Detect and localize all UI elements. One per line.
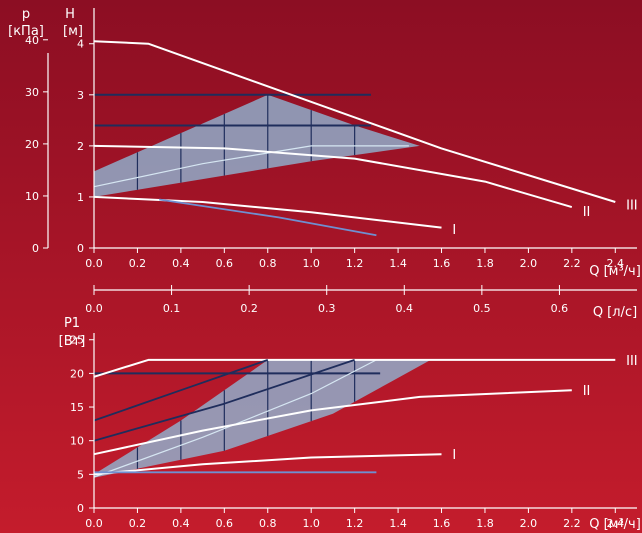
series-line-aux-5	[93, 359, 355, 442]
series-label-I: I	[452, 448, 456, 463]
p-symbol-label: p	[22, 7, 30, 22]
x-tick-label: 0.0	[85, 257, 103, 270]
h-symbol-label: H	[65, 7, 75, 22]
y2-tick-label: 10	[25, 190, 39, 203]
p1-unit-label: [Вт]	[59, 334, 86, 349]
p-unit-label: [кПа]	[8, 24, 44, 39]
q-m3h-bottom-axis-label: Q [м³/ч]	[589, 517, 641, 532]
series-label-II: II	[583, 384, 591, 399]
h-unit-label: [м]	[63, 24, 83, 39]
x-tick-label: 1.6	[433, 517, 451, 530]
y-tick-label: 25	[70, 334, 84, 347]
x-tick-label: 0.2	[129, 517, 147, 530]
ls-tick-label: 0.6	[551, 302, 569, 315]
x-tick-label: 1.4	[389, 257, 407, 270]
x-tick-label: 0.4	[172, 257, 190, 270]
y2-tick-label: 0	[32, 242, 39, 255]
series-line-II	[93, 389, 572, 456]
y-tick-label: 2	[77, 140, 84, 153]
x-tick-label: 0.6	[216, 257, 234, 270]
series-line-I	[93, 453, 442, 476]
series-label-III: III	[626, 354, 638, 369]
x-tick-label: 2.0	[520, 517, 538, 530]
y2-tick-label: 30	[25, 86, 39, 99]
x-tick-label: 1.2	[346, 257, 364, 270]
x-tick-label: 1.8	[476, 257, 494, 270]
ls-tick-label: 0.5	[473, 302, 491, 315]
y-tick-label: 0	[77, 502, 84, 515]
series-line-II	[93, 144, 573, 209]
y-tick-label: 3	[77, 89, 84, 102]
x-tick-label: 0.2	[129, 257, 147, 270]
band-inner-curve	[93, 359, 377, 478]
series-label-III: III	[626, 199, 638, 214]
y2-tick-label: 40	[25, 34, 39, 47]
y-tick-label: 0	[77, 242, 84, 255]
ls-tick-label: 0.1	[163, 302, 181, 315]
x-tick-label: 1.6	[433, 257, 451, 270]
q-ls-axis-label: Q [л/с]	[593, 305, 637, 320]
x-tick-label: 1.8	[476, 517, 494, 530]
y-tick-label: 10	[70, 435, 84, 448]
series-line-aux-3	[159, 198, 377, 237]
p1-symbol-label: P1	[64, 316, 80, 331]
x-tick-label: 0.8	[259, 257, 277, 270]
series-label-I: I	[452, 223, 456, 238]
ls-tick-label: 0.2	[240, 302, 258, 315]
flow-ls-axis: 0.0 0.1 0.2 0.3 0.4 0.5 0.6	[85, 285, 637, 315]
series-line-III	[93, 358, 616, 378]
operating-band	[94, 94, 420, 197]
x-tick-label: 0.0	[85, 517, 103, 530]
series-line-aux-4	[93, 359, 269, 422]
band-inner-curve	[93, 145, 409, 188]
y-tick-label: 4	[77, 38, 84, 51]
ls-tick-label: 0.4	[396, 302, 414, 315]
series-label-II: II	[583, 205, 591, 220]
y-tick-label: 1	[77, 191, 84, 204]
y-tick-label: 20	[70, 367, 84, 380]
q-m3h-axis-label: Q [м³/ч]	[589, 264, 641, 279]
x-tick-label: 1.4	[389, 517, 407, 530]
ls-tick-label: 0.0	[85, 302, 103, 315]
x-tick-label: 2.0	[520, 257, 538, 270]
x-tick-label: 2.4	[607, 257, 625, 270]
series-line-III	[93, 40, 616, 203]
y-tick-label: 15	[70, 401, 84, 414]
x-tick-label: 2.4	[607, 517, 625, 530]
x-tick-label: 0.4	[172, 517, 190, 530]
y-tick-label: 5	[77, 468, 84, 481]
x-tick-label: 2.2	[563, 517, 581, 530]
x-tick-label: 0.8	[259, 517, 277, 530]
x-tick-label: 2.2	[563, 257, 581, 270]
x-tick-label: 0.6	[216, 517, 234, 530]
x-tick-label: 1.2	[346, 517, 364, 530]
ls-tick-label: 0.3	[318, 302, 336, 315]
series-line-I	[93, 195, 442, 229]
y2-tick-label: 20	[25, 138, 39, 151]
x-tick-label: 1.0	[302, 517, 320, 530]
x-tick-label: 1.0	[302, 257, 320, 270]
